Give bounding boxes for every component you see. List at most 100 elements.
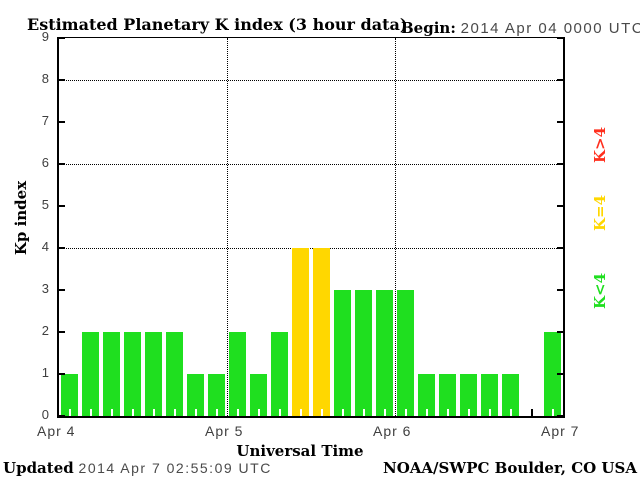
begin-label: Begin:: [401, 19, 456, 37]
kp-bar: [292, 248, 309, 416]
x-minor-tick: [404, 409, 407, 416]
y-tick-right: [557, 373, 563, 375]
kp-bar: [502, 374, 519, 416]
kp-bar: [145, 332, 162, 416]
kp-bar: [313, 248, 330, 416]
y-tick-left: [59, 121, 65, 123]
y-tick-label: 4: [41, 239, 49, 254]
y-tick-label: 8: [41, 71, 49, 86]
y-tick-left: [59, 163, 65, 165]
x-minor-tick: [467, 409, 470, 416]
x-minor-tick: [530, 409, 533, 416]
x-minor-tick: [215, 409, 218, 416]
x-minor-tick: [89, 409, 92, 416]
x-minor-tick: [257, 409, 260, 416]
y-tick-right: [557, 205, 563, 207]
y-tick-label: 0: [41, 407, 49, 422]
y-tick-right: [557, 247, 563, 249]
x-minor-tick: [320, 409, 323, 416]
y-tick-left: [59, 415, 65, 417]
kp-bar: [229, 332, 246, 416]
gridline-kp-6: [59, 164, 563, 165]
y-tick-left: [59, 289, 65, 291]
y-tick-label: 7: [41, 113, 49, 128]
x-minor-tick: [509, 409, 512, 416]
kp-bar: [250, 374, 267, 416]
x-tick-label: Apr 4: [36, 423, 76, 439]
kp-bar: [166, 332, 183, 416]
x-minor-tick: [68, 409, 71, 416]
x-minor-tick: [551, 409, 554, 416]
x-tick-label: Apr 6: [372, 423, 412, 439]
x-tick-label: Apr 5: [204, 423, 244, 439]
kp-bar: [460, 374, 477, 416]
y-tick-left: [59, 37, 65, 39]
y-tick-left: [59, 373, 65, 375]
footer-updated: Updated 2014 Apr 7 02:55:09 UTC: [3, 459, 272, 477]
y-tick-label: 3: [41, 281, 49, 296]
kp-bar: [376, 290, 393, 416]
updated-label: Updated: [3, 459, 74, 477]
gridline-day: [227, 38, 228, 416]
y-tick-right: [557, 163, 563, 165]
y-tick-right: [557, 37, 563, 39]
y-tick-right: [557, 289, 563, 291]
y-tick-label: 6: [41, 155, 49, 170]
kp-bar: [439, 374, 456, 416]
kp-bar: [187, 374, 204, 416]
x-minor-tick: [152, 409, 155, 416]
x-minor-tick: [194, 409, 197, 416]
x-minor-tick: [425, 409, 428, 416]
y-tick-left: [59, 247, 65, 249]
y-tick-left: [59, 331, 65, 333]
updated-value: 2014 Apr 7 02:55:09 UTC: [78, 460, 272, 476]
kp-bar: [124, 332, 141, 416]
x-minor-tick: [488, 409, 491, 416]
legend-item-K4: K>4: [591, 126, 609, 164]
y-tick-left: [59, 205, 65, 207]
kp-bar: [271, 332, 288, 416]
plot-area: [57, 37, 565, 418]
kp-bar: [418, 374, 435, 416]
x-minor-tick: [236, 409, 239, 416]
begin-info: Begin: 2014 Apr 04 0000 UTC: [401, 19, 640, 37]
kp-bar: [82, 332, 99, 416]
chart-title: Estimated Planetary K index (3 hour data…: [27, 15, 408, 34]
gridline-kp-8: [59, 80, 563, 81]
x-minor-tick: [341, 409, 344, 416]
y-tick-right: [557, 121, 563, 123]
x-tick-label: Apr 7: [540, 423, 580, 439]
gridline-kp-4: [59, 248, 563, 249]
legend-item-K4: K=4: [591, 194, 609, 232]
x-minor-tick: [131, 409, 134, 416]
y-tick-label: 2: [41, 323, 49, 338]
x-minor-tick: [278, 409, 281, 416]
kp-bar: [61, 374, 78, 416]
y-tick-label: 1: [41, 365, 49, 380]
kp-bar: [544, 332, 561, 416]
kp-bar: [334, 290, 351, 416]
x-minor-tick: [383, 409, 386, 416]
kp-bar: [103, 332, 120, 416]
x-axis-title: Universal Time: [236, 442, 364, 460]
x-minor-tick: [362, 409, 365, 416]
kp-bar: [355, 290, 372, 416]
x-minor-tick: [173, 409, 176, 416]
y-tick-right: [557, 331, 563, 333]
kp-bar: [481, 374, 498, 416]
x-minor-tick: [299, 409, 302, 416]
y-tick-left: [59, 79, 65, 81]
y-tick-label: 9: [41, 29, 49, 44]
y-tick-right: [557, 79, 563, 81]
x-minor-tick: [110, 409, 113, 416]
kp-bar: [397, 290, 414, 416]
y-tick-right: [557, 415, 563, 417]
y-tick-label: 5: [41, 197, 49, 212]
begin-value: 2014 Apr 04 0000 UTC: [460, 20, 640, 37]
x-minor-tick: [446, 409, 449, 416]
gridline-day: [395, 38, 396, 416]
footer-source: NOAA/SWPC Boulder, CO USA: [382, 459, 637, 477]
legend-item-K4: K<4: [591, 272, 609, 310]
kp-bar: [208, 374, 225, 416]
